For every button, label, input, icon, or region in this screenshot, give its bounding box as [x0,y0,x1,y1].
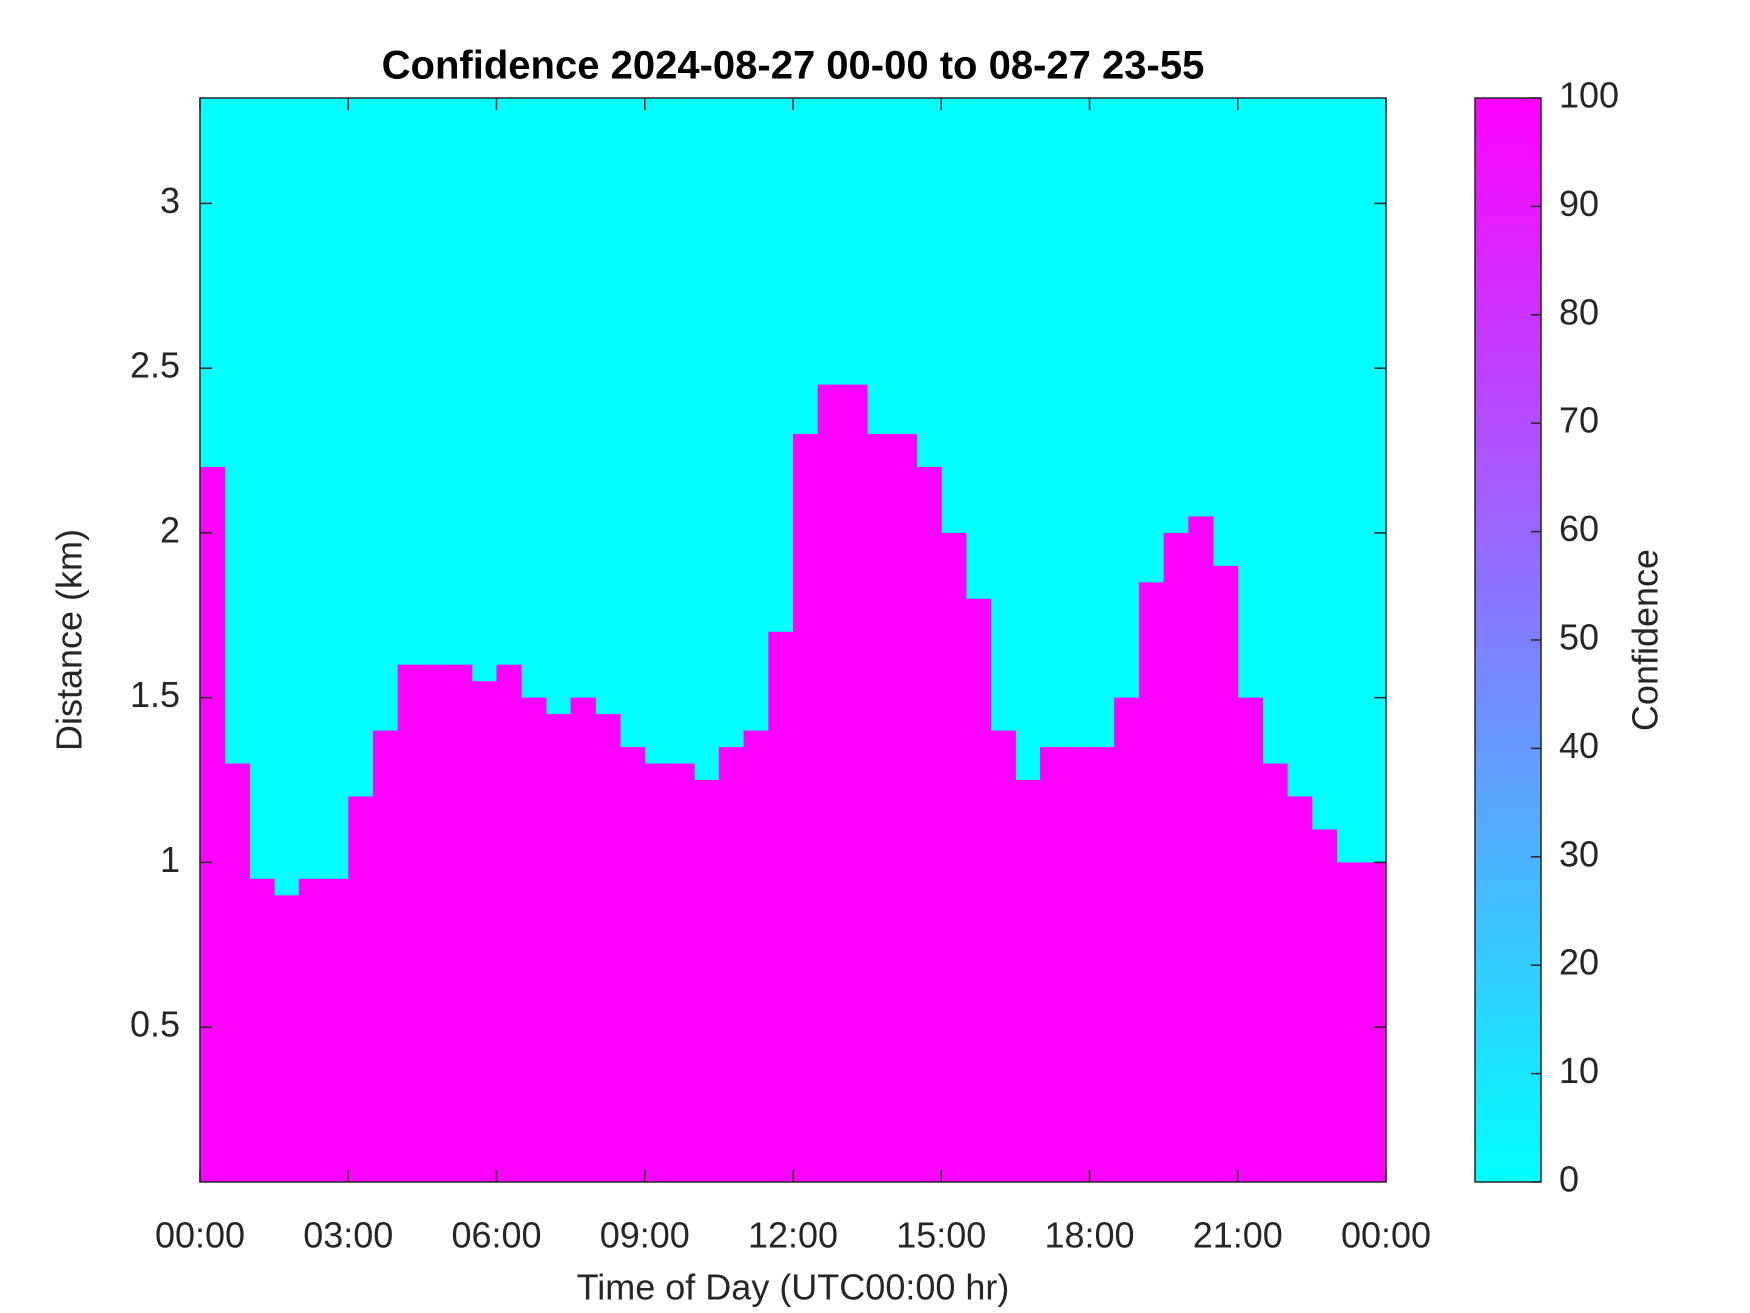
y-tick-label: 2.5 [130,345,180,386]
heatmap-cell [496,664,522,1182]
x-tick-label: 15:00 [896,1215,986,1256]
x-tick-label: 00:00 [1341,1215,1431,1256]
y-tick-label: 0.5 [130,1004,180,1045]
heatmap-cell [1163,532,1189,1182]
heatmap-cell [372,730,399,1182]
heatmap-cell [620,747,646,1182]
heatmap-cell [570,697,596,1182]
heatmap-cell [521,697,547,1182]
y-axis-label: Distance (km) [49,529,90,751]
x-tick-label: 12:00 [748,1215,838,1256]
colorbar-tick-label: 30 [1559,833,1599,874]
heatmap-cell [447,664,473,1182]
y-tick-label: 3 [160,180,180,221]
x-axis-label: Time of Day (UTC00:00 hr) [577,1267,1010,1308]
heatmap-cell [768,631,794,1182]
x-tick-label: 03:00 [303,1215,393,1256]
y-tick-label: 1 [160,839,180,880]
heatmap-cell [1089,747,1115,1182]
heatmap-cell [200,467,226,1183]
x-tick-label: 06:00 [451,1215,541,1256]
heatmap-cell [595,714,621,1182]
colorbar-tick-label: 90 [1559,183,1599,224]
heatmap-cell [1114,697,1140,1182]
heatmap-cell [941,532,967,1182]
chart-title: Confidence 2024-08-27 00-00 to 08-27 23-… [382,44,1205,88]
heatmap-cell [842,384,868,1182]
heatmap-cell [990,730,1016,1182]
colorbar-tick-label: 10 [1559,1050,1599,1091]
heatmap-cell [916,467,942,1183]
colorbar-tick-label: 40 [1559,725,1599,766]
heatmap-cell [471,681,497,1182]
heatmap-cell [348,796,374,1182]
heatmap-cell [422,664,448,1182]
x-tick-label: 09:00 [600,1215,690,1256]
heatmap-cell [1336,862,1362,1182]
heatmap-cell [1262,763,1288,1182]
heatmap-cell [249,878,275,1182]
heatmap-cell [1213,565,1239,1182]
colorbar-tick-label: 100 [1559,75,1619,116]
colorbar-tick-label: 20 [1559,942,1599,983]
heatmap-cell [1237,697,1263,1182]
heatmap-cell [274,895,300,1182]
heatmap-cell [545,714,572,1182]
x-tick-label: 18:00 [1044,1215,1134,1256]
heatmap-cell [718,747,745,1182]
colorbar-tick-label: 50 [1559,617,1599,658]
colorbar-label: Confidence [1625,549,1666,731]
heatmap-cell [965,598,992,1182]
heatmap-cell [793,434,819,1182]
heatmap-cell [817,384,843,1182]
heatmap-cell [1188,516,1214,1182]
heatmap-cell [1064,747,1090,1182]
heatmap-cell [644,763,670,1182]
heatmap-cell [743,730,769,1182]
heatmap-cell [298,878,325,1182]
heatmap-cell [1040,747,1066,1182]
colorbar-tick-label: 70 [1559,400,1599,441]
colorbar-tick-label: 60 [1559,508,1599,549]
heatmap-cell [891,434,918,1182]
x-tick-label: 00:00 [155,1215,245,1256]
heatmap-cell [1287,796,1313,1182]
heatmap-cell [867,434,893,1182]
colorbar-tick-label: 80 [1559,291,1599,332]
heatmap-cell [224,763,250,1182]
x-tick-label: 21:00 [1193,1215,1283,1256]
y-tick-label: 2 [160,509,180,550]
heatmap-cell [669,763,695,1182]
heatmap-cell [397,664,423,1182]
heatmap-cell [1138,582,1165,1182]
y-tick-label: 1.5 [130,674,180,715]
heatmap-cell [1311,829,1338,1182]
heatmap-cell [1015,780,1041,1182]
colorbar-tick-label: 0 [1559,1159,1579,1200]
heatmap-cell [1361,862,1387,1182]
heatmap-cell [323,878,349,1182]
heatmap-cell [694,780,720,1182]
